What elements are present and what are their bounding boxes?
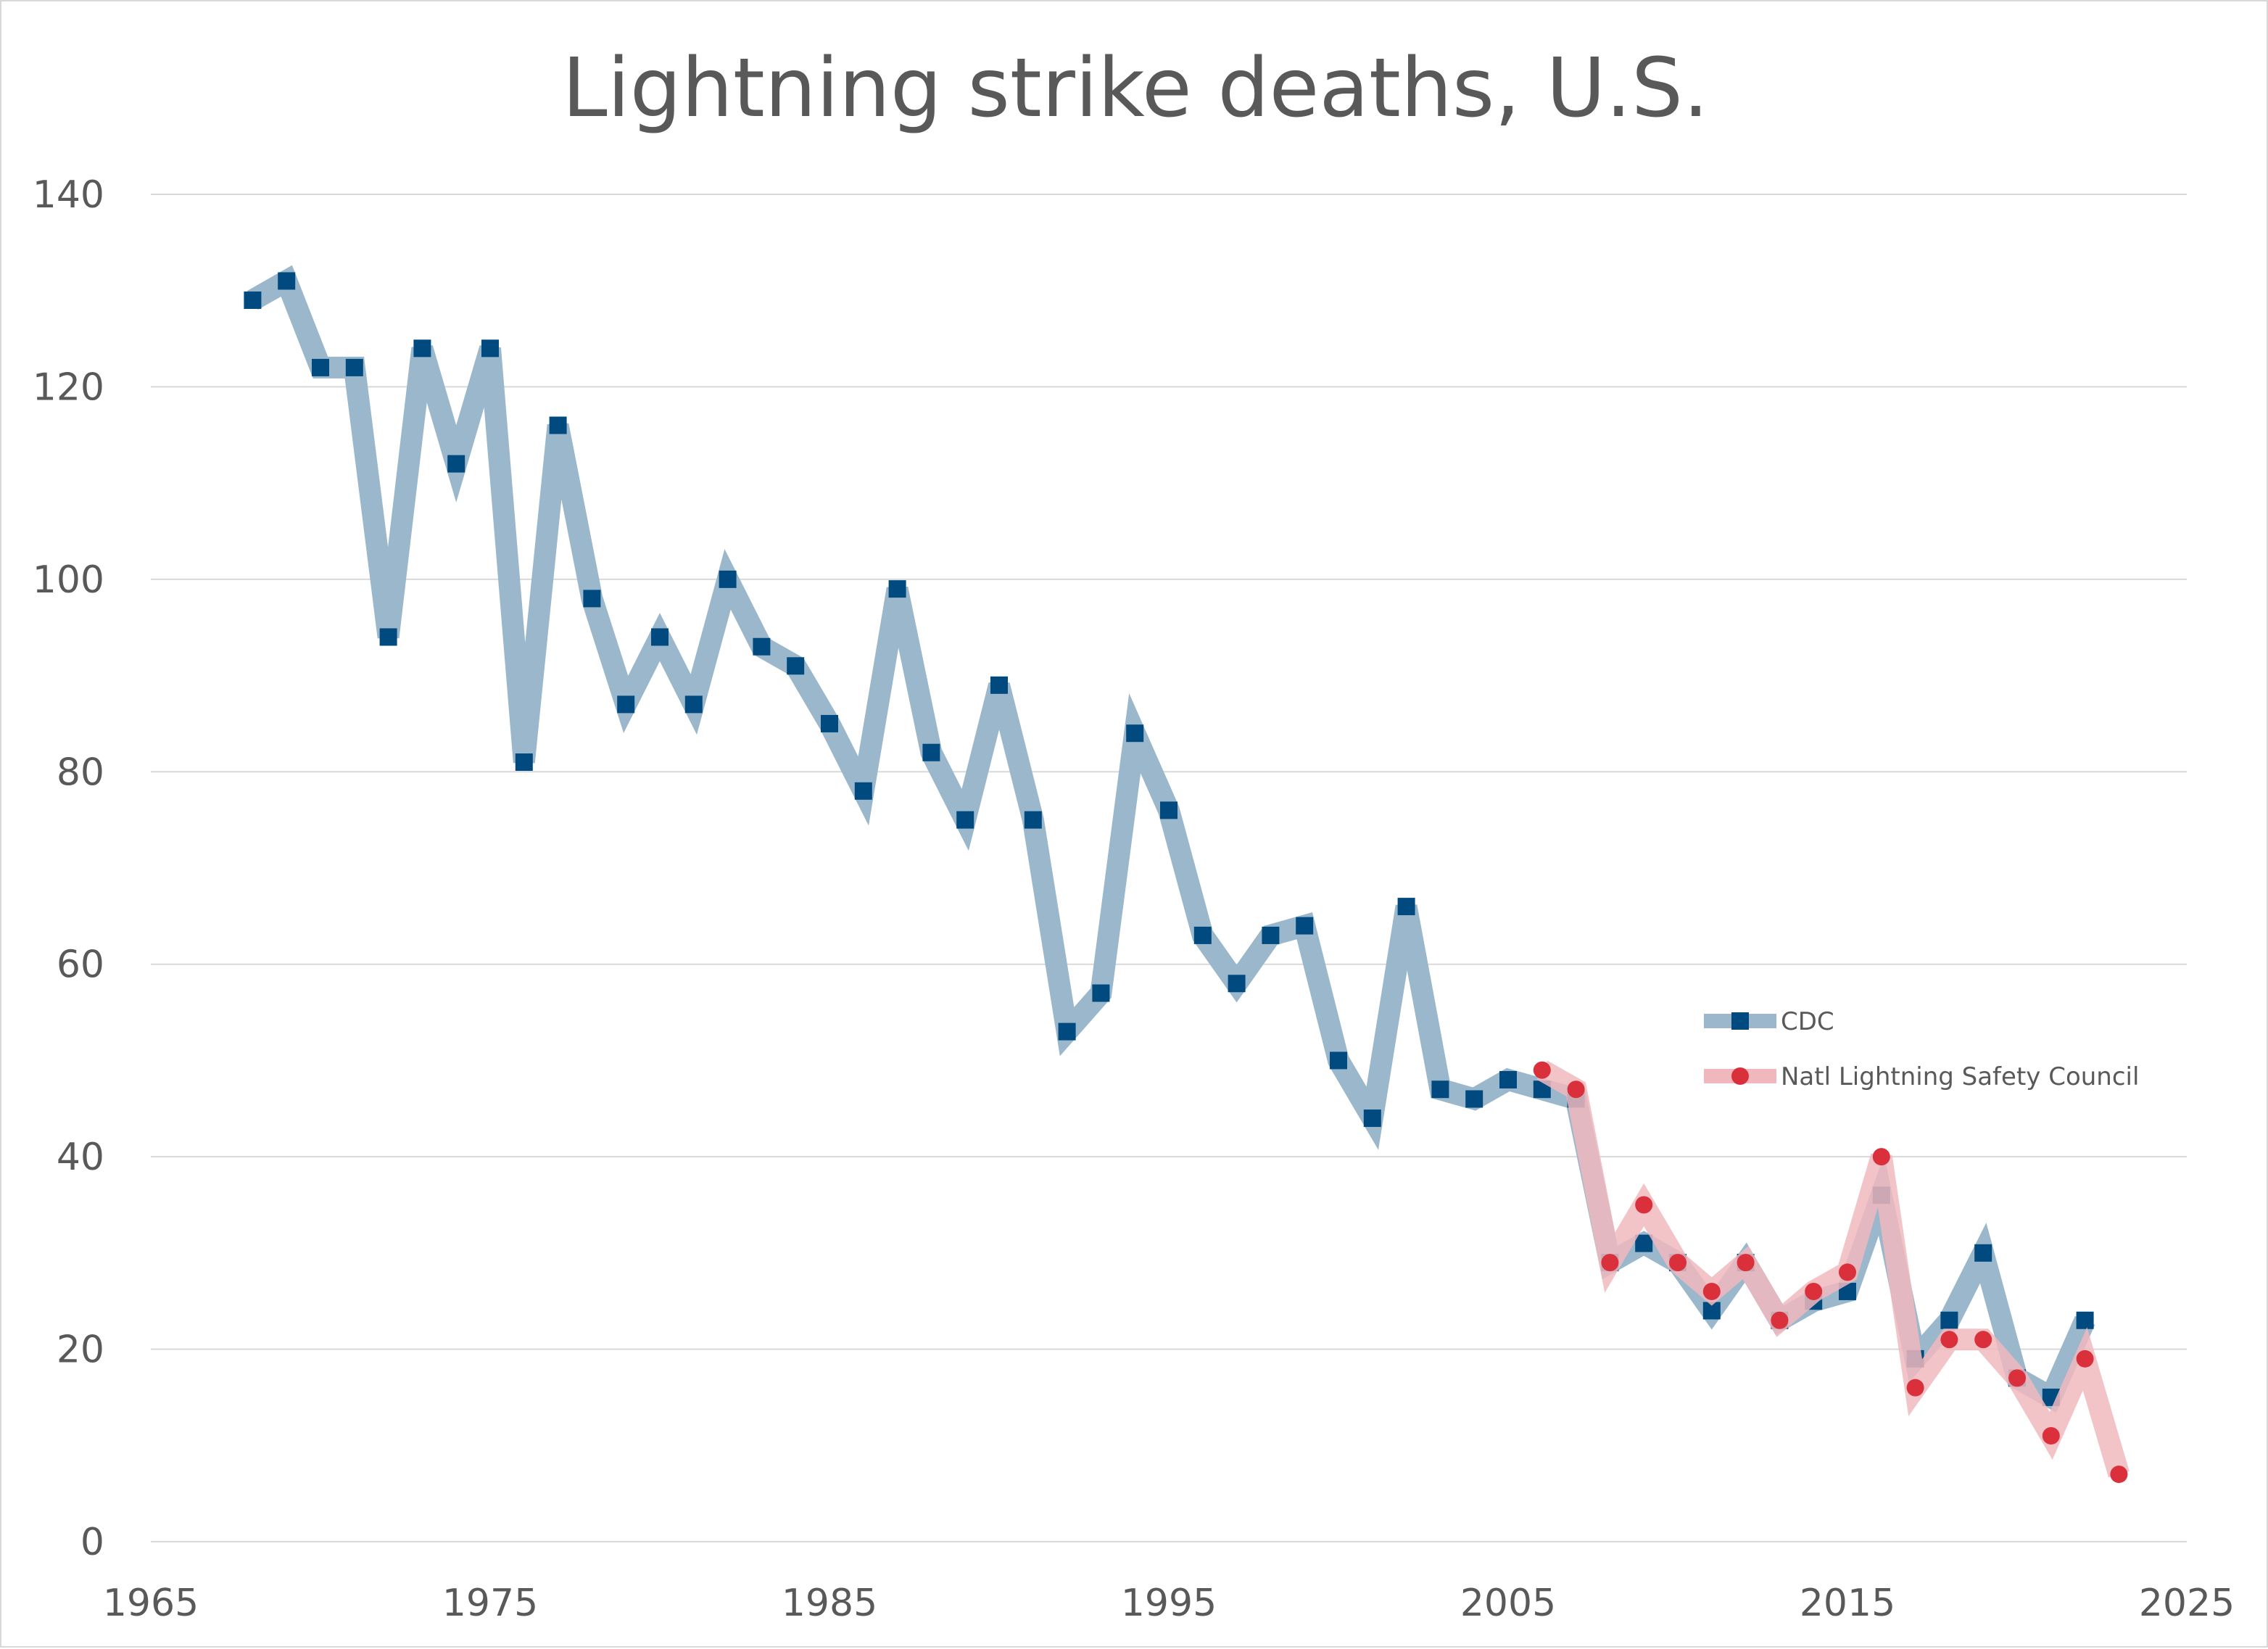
legend-item-cdc: CDC [1704,1007,1834,1036]
legend: CDC Natl Lightning Safety Council [1704,1007,2139,1091]
data-point-1972 [379,628,397,646]
data-point-2012 [1737,1254,1755,1272]
data-point-2001 [1363,1109,1381,1128]
x-tick-label-1995: 1995 [1121,1582,1217,1625]
data-point-2018 [1940,1311,1958,1329]
y-tick-label-40: 40 [57,1136,104,1179]
data-point-1977 [549,416,567,434]
data-point-2010 [1669,1254,1686,1272]
data-point-2013 [1771,1311,1789,1329]
x-tick-label-2025: 2025 [2139,1582,2235,1625]
legend-swatch-marker [1731,1067,1749,1085]
y-tick-label-60: 60 [57,943,104,987]
data-point-1975 [481,339,499,358]
legend-label: Natl Lightning Safety Council [1781,1062,2139,1091]
series-cdc [244,265,2095,1413]
x-tick-label-2015: 2015 [1800,1582,1895,1625]
x-tick-label-2005: 2005 [1460,1582,1556,1625]
data-point-2021 [2042,1427,2060,1445]
data-point-2006 [1533,1061,1551,1079]
data-point-2000 [1330,1051,1347,1070]
data-point-1991 [1024,811,1042,829]
data-point-1997 [1228,975,1246,993]
data-point-2003 [1431,1080,1449,1099]
data-point-1985 [821,714,838,732]
data-point-2022 [2076,1350,2094,1368]
series-line [1536,1060,2130,1478]
data-point-1994 [1126,724,1144,743]
data-point-1987 [888,580,906,598]
gridlines [151,194,2187,1542]
series-line [247,265,2095,1413]
data-point-1999 [1296,917,1314,935]
series-layer [244,265,2130,1484]
data-point-2019 [1974,1244,1992,1262]
data-point-2017 [1906,1379,1924,1397]
y-tick-label-0: 0 [80,1521,104,1564]
data-point-2016 [1872,1148,1890,1166]
data-point-2023 [2110,1466,2128,1484]
y-tick-label-80: 80 [57,751,104,794]
y-tick-label-120: 120 [33,365,104,409]
data-point-1990 [990,676,1008,694]
data-point-1979 [617,695,635,714]
data-point-1984 [787,657,805,675]
x-tick-label-1985: 1985 [782,1582,877,1625]
data-point-1980 [651,628,669,646]
data-point-1988 [922,743,940,761]
data-point-1998 [1262,926,1280,944]
data-point-2019 [1974,1331,1992,1349]
data-point-1969 [278,272,296,290]
data-point-2009 [1635,1234,1653,1252]
data-point-1978 [583,590,601,608]
x-tick-label-1975: 1975 [442,1582,538,1625]
data-point-1981 [684,695,703,714]
data-point-2011 [1702,1282,1721,1300]
data-point-2022 [2076,1311,2094,1329]
data-point-1995 [1160,801,1178,819]
data-point-2009 [1635,1196,1653,1214]
series-nlsc [1533,1060,2130,1484]
data-point-1971 [345,358,363,376]
data-point-1986 [854,782,872,800]
data-point-2008 [1601,1254,1619,1272]
y-axis-tick-labels: 0 20 40 60 80 100 120 140 [33,173,104,1564]
chart-title: Lightning strike deaths, U.S. [562,41,1708,136]
data-point-2015 [1839,1263,1856,1281]
data-point-2007 [1567,1080,1585,1099]
data-point-2014 [1805,1282,1823,1300]
legend-item-nlsc: Natl Lightning Safety Council [1704,1062,2139,1091]
data-point-1982 [719,570,737,588]
data-point-2005 [1499,1070,1517,1088]
data-point-1989 [956,811,974,829]
x-tick-label-1965: 1965 [103,1582,199,1625]
data-point-1976 [515,753,533,772]
data-point-1968 [244,291,262,309]
data-point-2004 [1465,1090,1483,1108]
data-point-2018 [1940,1331,1958,1349]
legend-swatch-marker [1731,1012,1749,1030]
data-point-1970 [312,358,329,376]
data-point-1983 [753,637,771,656]
y-tick-label-100: 100 [33,558,104,602]
data-point-1993 [1092,984,1110,1002]
data-point-1996 [1193,926,1212,944]
data-point-2002 [1397,898,1415,916]
y-tick-label-140: 140 [33,173,104,217]
data-point-1974 [447,455,465,473]
x-axis-tick-labels: 1965 1975 1985 1995 2005 2015 2025 [103,1582,2235,1625]
data-point-1992 [1058,1022,1076,1041]
data-point-2020 [2008,1369,2026,1387]
legend-label: CDC [1781,1007,1834,1036]
y-tick-label-20: 20 [57,1328,104,1372]
data-point-1973 [413,339,431,358]
